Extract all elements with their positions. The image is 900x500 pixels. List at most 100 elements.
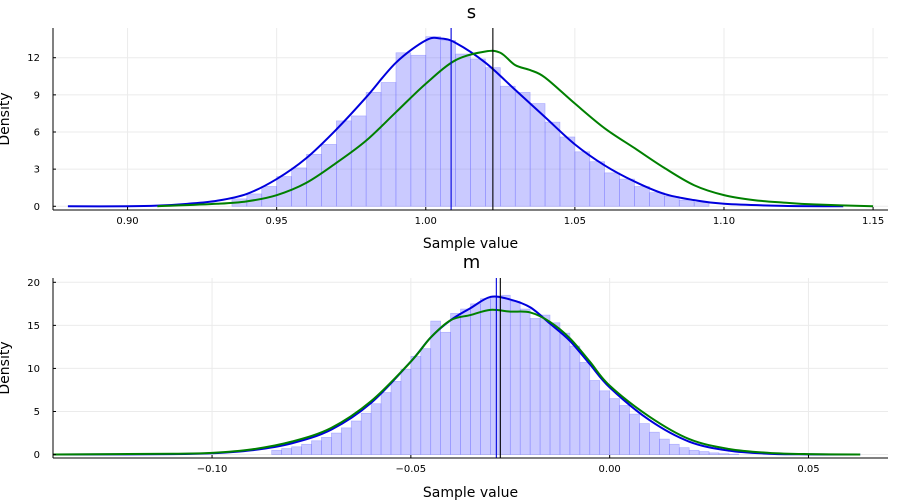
histogram-bar: [360, 412, 372, 455]
histogram-bar: [425, 36, 441, 207]
x-tick-label: 0.05: [797, 464, 819, 475]
histogram-bar: [519, 308, 531, 455]
panel-m: −0.10 −0.05 0.00 0.05 0 5 10 15 20 m Sample value D…: [0, 252, 888, 500]
histogram-bar: [276, 176, 292, 207]
density-line-green: [157, 49, 874, 208]
histogram-bar: [500, 85, 516, 207]
histogram-bar: [460, 308, 471, 455]
histogram-bar: [649, 431, 660, 455]
x-tick-label: −0.05: [396, 464, 427, 475]
x-tick-label: 0.90: [116, 216, 138, 227]
histogram-bar: [634, 186, 650, 207]
histogram-bar: [395, 52, 412, 207]
x-axis-label: Sample value: [423, 485, 518, 500]
histogram-bar: [559, 332, 571, 455]
histogram-bar: [350, 420, 362, 455]
histogram-bar: [579, 362, 591, 455]
histogram-bar: [639, 423, 650, 455]
histogram-bar: [678, 447, 690, 455]
histogram-bar: [514, 92, 531, 207]
x-tick-label: −0.10: [197, 464, 228, 475]
histogram-bar: [604, 172, 620, 207]
histogram-bar: [440, 331, 451, 455]
histogram-bar: [331, 432, 342, 455]
histogram-bar: [659, 438, 670, 455]
histogram-bar: [390, 381, 402, 455]
histogram-bar: [455, 53, 471, 207]
histogram-bar: [301, 443, 312, 455]
x-tick-label: 1.15: [862, 216, 884, 227]
histogram-bar: [380, 82, 397, 207]
y-tick-label: 0: [34, 202, 40, 213]
histogram-bar: [599, 390, 610, 455]
histogram-bar: [321, 144, 337, 207]
y-tick-label: 0: [34, 450, 40, 461]
y-axis-label: Density: [0, 341, 13, 394]
histogram-bar: [678, 199, 695, 207]
histogram-bar: [529, 318, 541, 455]
histogram-bar: [559, 136, 576, 207]
y-tick-label: 5: [34, 407, 40, 418]
histogram-bar: [470, 58, 486, 207]
histogram-bar: [609, 398, 620, 455]
y-tick-label: 9: [34, 90, 40, 101]
histogram-bar: [336, 120, 352, 207]
histogram-bar: [400, 368, 412, 455]
y-axis-label: Density: [0, 92, 13, 145]
y-tick-label: 12: [27, 53, 40, 64]
panel-title: s: [467, 2, 476, 23]
histogram-bar: [718, 453, 730, 455]
histogram-bar: [698, 451, 710, 455]
histogram-bar: [380, 392, 392, 455]
histogram-bar: [649, 192, 665, 207]
histogram-bar: [281, 448, 292, 455]
histogram-bar: [410, 54, 427, 207]
y-tick-label: 10: [27, 364, 40, 375]
histogram-bar: [410, 356, 422, 455]
histogram-bar: [539, 314, 551, 455]
histogram-bar: [291, 446, 302, 455]
histogram-bar: [619, 178, 635, 207]
histogram-bar: [544, 121, 561, 207]
histogram-bar: [529, 103, 546, 207]
histogram-bar: [549, 322, 561, 455]
x-tick-label: 1.10: [713, 216, 735, 227]
x-tick-label: 1.05: [564, 216, 586, 227]
histogram-bar: [370, 403, 382, 455]
histogram-bar: [470, 303, 481, 455]
x-tick-label: 1.00: [415, 216, 437, 227]
histogram-bar: [340, 427, 352, 455]
histogram-bar: [321, 437, 332, 455]
histogram-bar: [669, 443, 680, 455]
histogram-bar: [420, 348, 432, 455]
histogram-bar: [589, 161, 605, 207]
y-tick-label: 6: [34, 128, 40, 139]
histogram-bar: [490, 295, 501, 455]
panel-title: m: [463, 252, 481, 273]
histogram-bar: [574, 151, 591, 207]
histogram-bar: [306, 153, 322, 207]
histogram-bar: [311, 440, 322, 455]
histogram-bar: [365, 92, 382, 207]
histogram-bar: [619, 405, 630, 455]
histogram-bar: [693, 202, 710, 207]
x-tick-label: 0.95: [266, 216, 288, 227]
histogram-bar: [589, 380, 601, 455]
density-line-blue: [67, 36, 844, 208]
x-axis-label: Sample value: [423, 236, 518, 252]
panel-s: 0.90 0.95 1.00 1.05 1.10 1.15 0 3 6 9 12 s Sample va…: [0, 2, 888, 252]
histogram-bar: [480, 298, 491, 455]
histogram-bar: [450, 313, 461, 455]
y-tick-label: 15: [27, 321, 40, 332]
histogram-bar: [629, 413, 640, 455]
histogram-bar: [500, 294, 511, 455]
histogram-bar: [509, 300, 521, 455]
histogram-bar: [569, 345, 581, 455]
histogram-bar: [430, 320, 441, 455]
histogram-bar: [708, 452, 720, 455]
histogram-bar: [271, 449, 282, 455]
y-tick-label: 3: [34, 165, 40, 176]
x-tick-label: 0.00: [599, 464, 621, 475]
y-tick-label: 20: [27, 278, 40, 289]
